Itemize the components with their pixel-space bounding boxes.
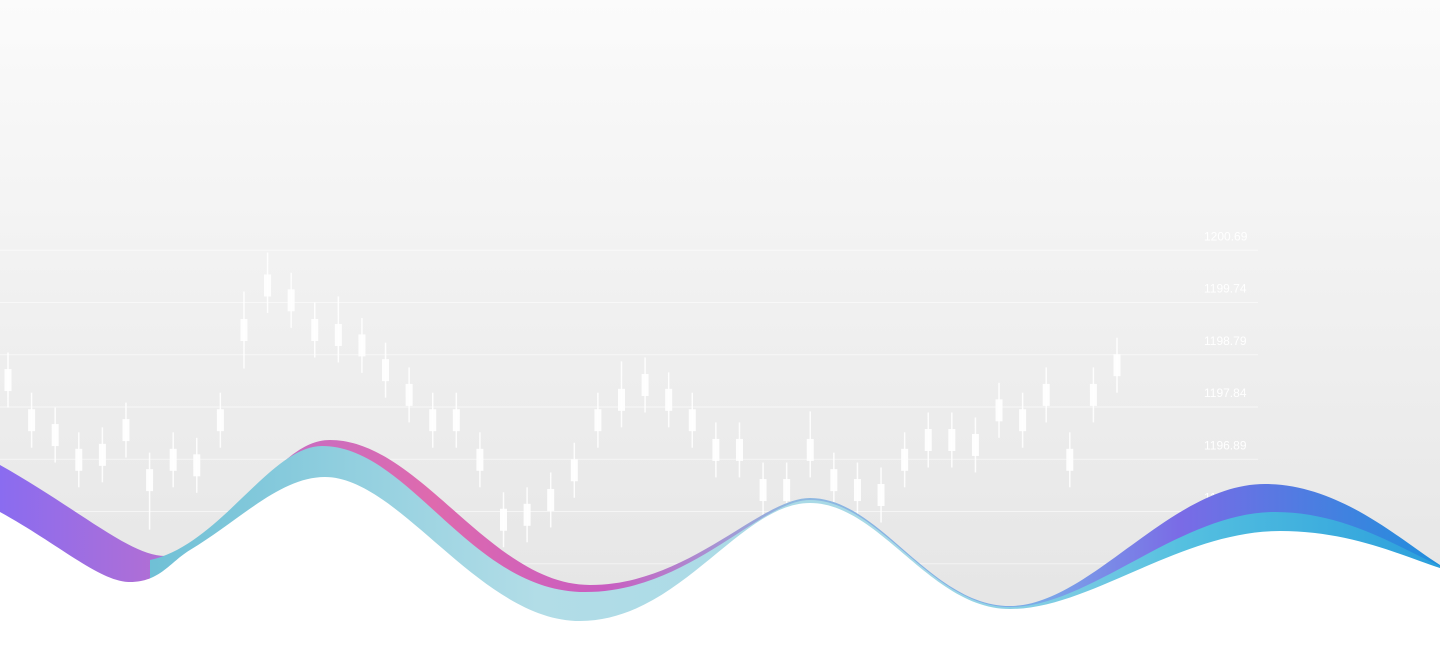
y-tick-label: 1200.69 xyxy=(1204,229,1248,243)
candle-body xyxy=(1089,383,1097,406)
candle-body xyxy=(971,433,979,456)
candle-body xyxy=(28,409,36,432)
candle-body xyxy=(169,448,177,471)
candle-body xyxy=(688,409,696,432)
y-tick-label: 1197.84 xyxy=(1204,386,1247,400)
candle-body xyxy=(476,448,484,471)
candle-body xyxy=(877,484,885,506)
candle-body xyxy=(735,438,743,461)
candle-body xyxy=(594,409,602,432)
candle-body xyxy=(216,409,224,432)
candle-body xyxy=(1066,448,1074,471)
y-tick-label: 1198.79 xyxy=(1204,334,1247,348)
y-tick-label: 1199.74 xyxy=(1204,282,1247,296)
candle-body xyxy=(523,503,531,526)
candle-body xyxy=(783,479,791,502)
candle-body xyxy=(311,319,319,341)
candle-body xyxy=(4,369,12,392)
candle-body xyxy=(570,459,578,482)
candle-body xyxy=(240,319,248,341)
candle-body xyxy=(830,469,838,492)
candlestick-plot: 1200.691199.741198.791197.841196.891195.… xyxy=(0,229,1258,565)
candle-body xyxy=(122,419,130,442)
candle-body xyxy=(429,409,437,432)
candle-body xyxy=(358,334,366,357)
candle-body xyxy=(712,438,720,461)
candle-body xyxy=(665,388,673,411)
candle-body xyxy=(334,323,342,346)
candle-body xyxy=(75,448,83,471)
candle-body xyxy=(853,479,861,502)
wave-white xyxy=(0,477,1440,648)
candle-body xyxy=(452,409,460,432)
candle-body xyxy=(948,429,956,451)
y-tick-label: 1196.89 xyxy=(1204,438,1247,452)
candle-body xyxy=(51,424,59,447)
candle-body xyxy=(500,508,508,531)
candle-body xyxy=(901,448,909,471)
candle-body xyxy=(193,454,201,477)
candle-body xyxy=(617,388,625,411)
candle-body xyxy=(547,488,555,511)
candle-body xyxy=(146,469,154,492)
candle-body xyxy=(264,274,272,297)
candle-body xyxy=(806,438,814,461)
candle-body xyxy=(382,359,390,382)
candle-body xyxy=(1113,354,1121,377)
candle-body xyxy=(1042,383,1050,406)
candle-body xyxy=(98,443,106,466)
candle-body xyxy=(924,429,932,451)
candle-body xyxy=(1019,409,1027,432)
candle-body xyxy=(995,399,1003,422)
candle-body xyxy=(641,374,649,396)
candle-body xyxy=(405,383,413,406)
candle-body xyxy=(759,479,767,502)
candle-body xyxy=(287,289,295,312)
